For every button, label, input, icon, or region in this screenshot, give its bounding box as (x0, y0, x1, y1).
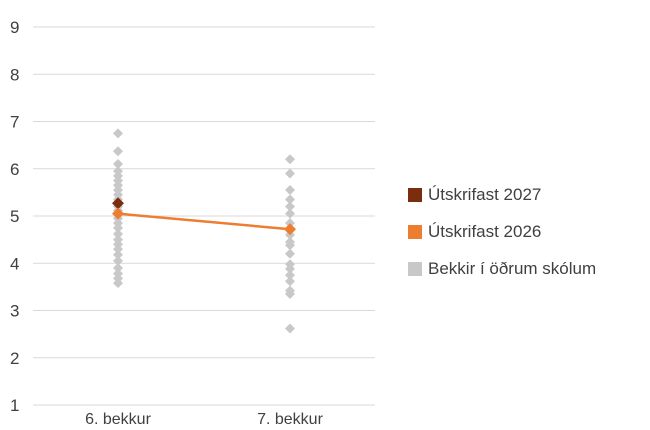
data-point-other-schools (113, 146, 123, 157)
x-tick-label: 7. bekkur (257, 411, 323, 428)
data-point-other-schools (285, 270, 295, 281)
data-point-other-schools (285, 248, 295, 259)
data-point-other-schools (113, 228, 123, 239)
series-line-2026 (117, 212, 291, 231)
data-point-other-schools (113, 249, 123, 260)
legend-swatch (408, 224, 422, 239)
data-point-other-schools (285, 194, 295, 205)
data-point-2027 (112, 197, 124, 210)
y-tick-label: 4 (10, 254, 19, 273)
legend-label: Bekkir í öðrum skólum (428, 258, 597, 278)
y-tick-label: 7 (10, 113, 19, 132)
data-point-other-schools (285, 240, 295, 251)
data-point-2026 (284, 223, 296, 236)
legend-swatch (408, 187, 422, 202)
x-tick-label: 6. bekkur (85, 411, 151, 428)
legend-label: Útskrifast 2027 (428, 184, 542, 204)
data-point-other-schools (285, 218, 295, 229)
data-point-other-schools (285, 323, 295, 334)
data-point-other-schools (285, 288, 295, 299)
legend-swatch (408, 261, 422, 276)
data-point-other-schools (285, 201, 295, 212)
y-tick-label: 8 (10, 65, 19, 84)
legend: Útskrifast 2027 Útskrifast 2026 Bekkir í ö… (408, 176, 596, 287)
y-tick-label: 5 (10, 207, 19, 226)
y-tick-label: 1 (10, 396, 19, 415)
data-point-other-schools (285, 276, 295, 287)
data-point-other-schools (113, 128, 123, 139)
data-point-other-schools (285, 185, 295, 196)
data-point-other-schools (113, 244, 123, 255)
legend-label: Útskrifast 2026 (428, 221, 542, 241)
data-point-other-schools (113, 278, 123, 289)
data-point-2026 (112, 207, 124, 220)
legend-item: Útskrifast 2026 (408, 213, 596, 250)
y-tick-label: 2 (10, 349, 19, 368)
data-point-other-schools (285, 263, 295, 274)
data-point-other-schools (285, 168, 295, 179)
y-tick-label: 3 (10, 302, 19, 321)
y-tick-label: 6 (10, 160, 19, 179)
data-point-other-schools (285, 208, 295, 219)
data-point-other-schools (113, 262, 123, 273)
data-point-other-schools (113, 222, 123, 233)
data-point-other-schools (113, 255, 123, 266)
legend-item: Útskrifast 2027 (408, 176, 596, 213)
data-point-other-schools (113, 159, 123, 170)
data-point-other-schools (285, 154, 295, 165)
legend-item: Bekkir í öðrum skólum (408, 250, 596, 287)
y-tick-label: 9 (10, 18, 19, 37)
